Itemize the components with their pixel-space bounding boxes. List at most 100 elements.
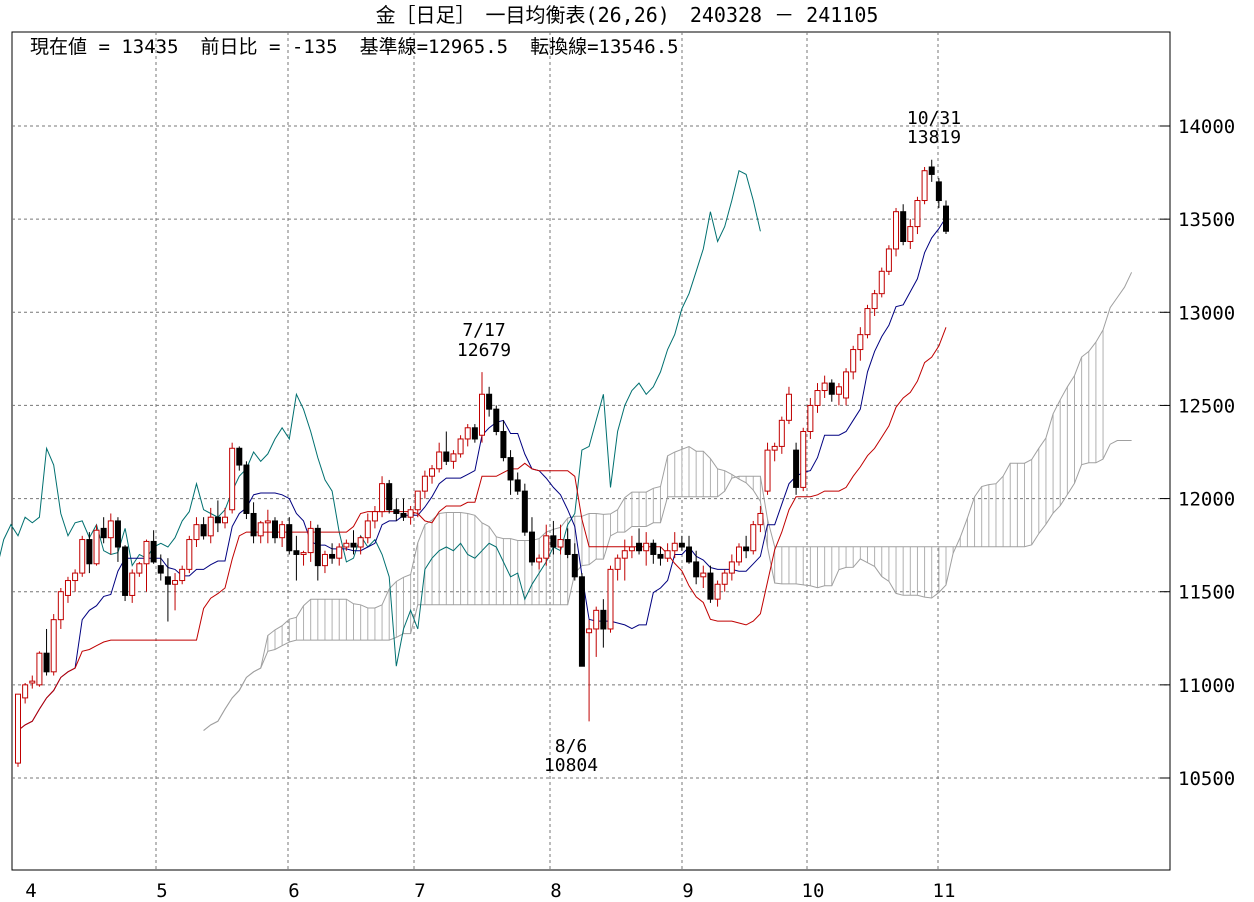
- candle-up: [186, 539, 193, 570]
- candle-up: [222, 516, 229, 524]
- candle-down: [157, 565, 164, 574]
- candle-up: [50, 619, 57, 673]
- kijun-value: 基準線=12965.5: [359, 36, 509, 58]
- candle-up: [321, 553, 328, 567]
- annotation-date: 8/6: [555, 736, 588, 757]
- candle-up: [421, 475, 428, 492]
- candle-up: [107, 520, 114, 539]
- candle-up: [907, 226, 914, 242]
- candle-up: [628, 546, 635, 552]
- candle-up: [750, 524, 757, 552]
- candle-up: [429, 468, 436, 477]
- candle-up: [814, 390, 821, 406]
- plot-area: [11, 31, 1171, 871]
- annotation-value: 13819: [907, 127, 961, 148]
- candle-up: [264, 520, 271, 524]
- candle-up: [179, 568, 186, 582]
- candle-down: [828, 382, 835, 395]
- candle-up: [735, 546, 742, 563]
- candle-down: [514, 479, 521, 492]
- candle-up: [764, 449, 771, 492]
- candle-up: [721, 572, 728, 585]
- candle-up: [414, 490, 421, 511]
- senkou-span-b: [203, 440, 1132, 731]
- candlesticks: [15, 159, 949, 767]
- candle-up: [257, 522, 264, 537]
- y-tick-label: 12500: [1178, 395, 1235, 417]
- candle-down: [164, 576, 171, 585]
- y-tick-label: 14000: [1178, 116, 1235, 138]
- candle-up: [614, 557, 621, 570]
- candle-up: [885, 248, 892, 272]
- candle-down: [214, 516, 221, 524]
- candle-up: [593, 609, 600, 630]
- candle-down: [943, 205, 949, 232]
- candle-up: [93, 529, 100, 565]
- candle-up: [364, 520, 371, 539]
- candle-down: [236, 447, 243, 466]
- candle-down: [293, 550, 300, 555]
- y-tick-label: 11000: [1178, 675, 1235, 697]
- candle-down: [571, 553, 578, 578]
- candle-up: [757, 512, 764, 526]
- candle-down: [400, 512, 407, 518]
- candle-up: [643, 542, 650, 552]
- annotation-value: 12679: [457, 340, 511, 361]
- candle-up: [129, 572, 136, 596]
- candle-down: [507, 457, 514, 481]
- x-tick-label: 11: [933, 880, 956, 902]
- candle-up: [64, 580, 71, 596]
- candle-up: [336, 546, 343, 559]
- tenkan-value: 転換線=13546.5: [530, 36, 679, 58]
- candle-down: [100, 527, 107, 539]
- candle-up: [29, 680, 36, 684]
- candle-down: [550, 535, 557, 548]
- candle-down: [393, 509, 400, 514]
- candle-up: [229, 447, 236, 511]
- candle-down: [243, 464, 250, 514]
- candle-down: [636, 542, 643, 552]
- candle-down: [500, 431, 507, 459]
- x-tick-label: 10: [802, 880, 825, 902]
- candle-down: [928, 166, 935, 175]
- x-tick-label: 4: [25, 880, 36, 902]
- candle-up: [800, 431, 807, 488]
- candle-down: [521, 490, 528, 533]
- candle-up: [807, 404, 814, 433]
- candle-up: [357, 537, 364, 548]
- candle-down: [314, 527, 321, 567]
- candle-down: [271, 520, 278, 539]
- candle-up: [464, 427, 471, 440]
- senkou-span-a: [203, 272, 1133, 731]
- candle-up: [871, 293, 878, 310]
- candle-down: [935, 181, 942, 202]
- grid: [12, 32, 1170, 870]
- candle-up: [479, 393, 485, 436]
- candle-up: [893, 211, 900, 250]
- candle-down: [657, 553, 664, 559]
- candle-up: [607, 568, 614, 630]
- candle-up: [193, 524, 200, 541]
- candle-down: [443, 451, 450, 462]
- candle-up: [864, 308, 871, 336]
- x-tick-label: 8: [550, 880, 561, 902]
- x-tick-label: 5: [156, 880, 167, 902]
- candle-up: [407, 509, 414, 518]
- chart-title: 金［日足］ 一目均衡表(26,26) 240328 － 241105: [375, 3, 879, 27]
- x-tick-label: 9: [682, 880, 693, 902]
- candle-down: [564, 539, 571, 555]
- candle-up: [857, 334, 864, 351]
- x-tick-label: 6: [288, 880, 299, 902]
- candle-down: [900, 211, 907, 242]
- candle-up: [79, 539, 86, 574]
- candle-up: [379, 483, 386, 513]
- candle-up: [343, 542, 350, 548]
- candle-down: [793, 449, 800, 488]
- candle-down: [693, 561, 700, 578]
- candle-up: [300, 552, 307, 555]
- candle-up: [700, 572, 707, 578]
- candle-up: [843, 371, 850, 399]
- candle-down: [86, 539, 93, 565]
